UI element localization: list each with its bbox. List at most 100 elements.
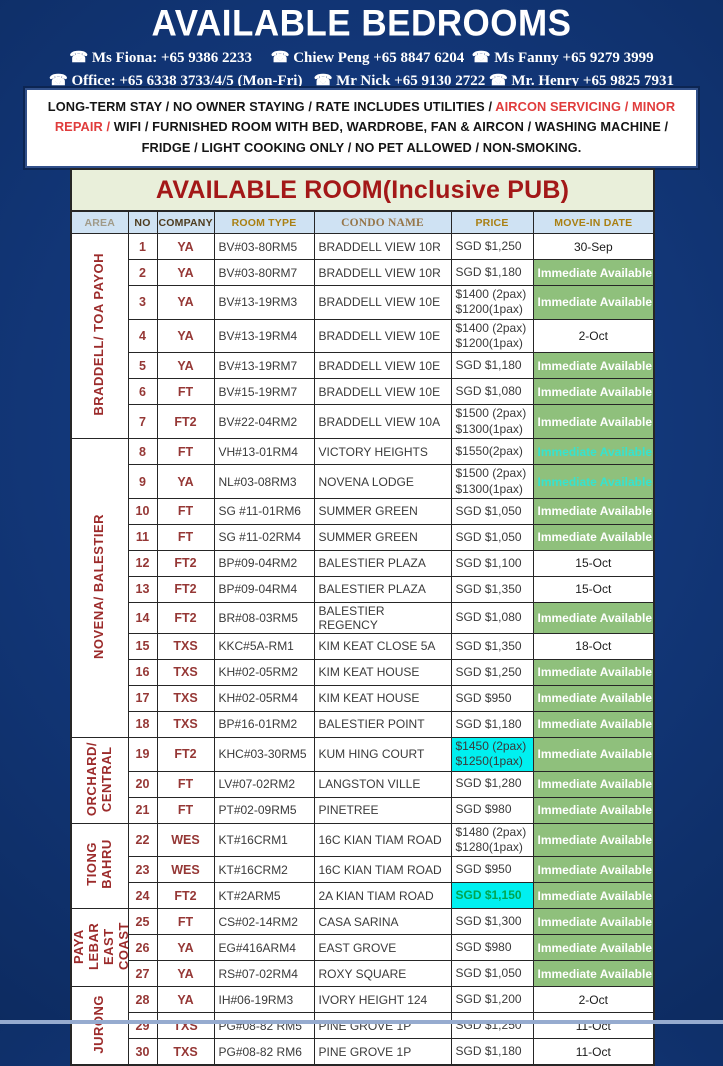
price-cell: SGD $1,250 [450, 233, 534, 260]
price-cell: $1400 (2pax) $1200(1pax) [450, 318, 534, 354]
price-cell: SGD $1,180 [450, 259, 534, 286]
move-in-date-cell: 11-Oct [532, 1038, 655, 1066]
condo-name-cell: SUMMER GREEN [313, 497, 452, 525]
area-label: NOVENA/ BALESTIER [91, 514, 107, 660]
price-cell: SGD $1,180 [450, 710, 534, 738]
price-line: SGD $980 [455, 940, 512, 955]
price-cell: $1450 (2pax) $1250(1pax) [450, 736, 534, 772]
move-in-date-cell: 2-Oct [532, 318, 655, 354]
price-line: $1550(2pax) [455, 443, 523, 458]
row-number-cell: 5 [127, 352, 158, 380]
table-row: 16 TXS KH#02-05RM2 KIM KEAT HOUSE SGD $1,250… [71, 658, 655, 686]
condo-name-cell: KIM KEAT HOUSE [313, 658, 452, 686]
room-type-cell: KT#2ARM5 [213, 882, 315, 910]
company-cell: YA [156, 352, 215, 380]
table-row: 3 YA BV#13-19RM3 BRADDELL VIEW 10E $1400 (2p… [71, 285, 655, 320]
price-cell: SGD $950 [450, 684, 534, 712]
price-line: SGD $1,050 [455, 966, 522, 981]
condo-name-cell: PINE GROVE 1P [313, 1012, 452, 1040]
column-header-room-type: ROOM TYPE [213, 210, 315, 234]
price-cell: SGD $1,350 [450, 632, 534, 660]
move-in-date-cell: Immediate Available [532, 658, 655, 686]
move-in-date-cell: Immediate Available [532, 736, 655, 772]
condo-name-cell: BALESTIER POINT [313, 710, 452, 738]
room-type-cell: BV#13-19RM4 [213, 318, 315, 354]
price-line: $1500 (2pax) [455, 406, 527, 421]
condo-name-cell: BRADDELL VIEW 10R [313, 259, 452, 286]
price-cell: $1500 (2pax) $1300(1pax) [450, 404, 534, 440]
company-cell: WES [156, 822, 215, 858]
table-row: 26 YA EG#416ARM4 EAST GROVE SGD $980 Immediat… [71, 934, 655, 962]
condo-name-cell: BRADDELL VIEW 10E [313, 318, 452, 354]
area-label-cell: JURONG [70, 986, 129, 1066]
area-label: ORCHARD/ CENTRAL [83, 741, 114, 816]
company-cell: YA [156, 986, 215, 1014]
room-type-cell: SG #11-02RM4 [213, 523, 315, 551]
company-cell: TXS [156, 1012, 215, 1040]
price-line: SGD $1,280 [455, 776, 522, 791]
room-type-cell: KT#16CRM2 [213, 856, 315, 884]
room-type-cell: BV#13-19RM7 [213, 352, 315, 380]
table-row: BRADDELL/ TOA PAYOH 1 YA BV#03-80RM5 BRADDEL… [70, 232, 655, 440]
available-rooms-table-wrap: AVAILABLE ROOM(Inclusive PUB) AREA NO CO… [69, 168, 656, 1066]
room-type-cell: PT#02-09RM5 [213, 796, 315, 824]
move-in-date-cell: Immediate Available [532, 497, 655, 525]
room-type-cell: VH#13-01RM4 [213, 438, 315, 466]
price-cell: $1550(2pax) [450, 438, 534, 466]
move-in-date-cell: Immediate Available [532, 601, 655, 634]
area-label-cell: NOVENA/ BALESTIER [70, 438, 129, 738]
condo-name-cell: KIM KEAT HOUSE [313, 684, 452, 712]
move-in-date-cell: Immediate Available [532, 710, 655, 738]
price-line: SGD $950 [455, 862, 512, 877]
row-number-cell: 19 [127, 736, 158, 772]
room-type-cell: KH#02-05RM4 [213, 684, 315, 712]
company-cell: FT2 [156, 404, 215, 440]
price-line: SGD $1,250 [455, 238, 522, 253]
move-in-date-cell: Immediate Available [532, 684, 655, 712]
move-in-date-cell: 18-Oct [532, 632, 655, 660]
price-line: SGD $1,080 [455, 610, 522, 625]
price-cell: SGD $980 [450, 934, 534, 962]
price-line: $1480 (2pax) [455, 824, 527, 839]
company-cell: YA [156, 960, 215, 988]
table-row: 10 FT SG #11-01RM6 SUMMER GREEN SGD $1,050 Im… [71, 497, 655, 525]
condo-name-cell: BRADDELL VIEW 10A [313, 404, 452, 440]
price-line: $1450 (2pax) [455, 738, 527, 753]
row-number-cell: 13 [127, 575, 158, 603]
condo-name-cell: BRADDELL VIEW 10E [313, 285, 452, 320]
contact-line-2: ☎ Office: +65 6338 3733/4/5 (Mon-Fri) ☎ … [49, 73, 674, 90]
company-cell: YA [156, 233, 215, 260]
row-number-cell: 22 [127, 822, 158, 858]
company-cell: WES [156, 856, 215, 884]
company-cell: TXS [156, 684, 215, 712]
company-cell: FT2 [156, 549, 215, 577]
price-line: $1200(1pax) [455, 336, 523, 351]
row-number-cell: 16 [127, 658, 158, 686]
company-cell: TXS [156, 1038, 215, 1066]
company-cell: FT2 [156, 575, 215, 603]
flyer-header: AVAILABLE BEDROOMS ☎ Ms Fiona: +65 9386 … [0, 3, 723, 94]
move-in-date-cell: Immediate Available [532, 770, 655, 798]
move-in-date-cell: 15-Oct [532, 549, 655, 577]
price-cell: $1480 (2pax) $1280(1pax) [450, 822, 534, 858]
move-in-date-cell: Immediate Available [532, 856, 655, 884]
company-cell: TXS [156, 710, 215, 738]
room-type-cell: BV#13-19RM3 [213, 285, 315, 320]
room-type-cell: KKC#5A-RM1 [213, 632, 315, 660]
room-type-cell: IH#06-19RM3 [213, 986, 315, 1014]
move-in-date-cell: Immediate Available [532, 960, 655, 988]
table-row: 11 FT SG #11-02RM4 SUMMER GREEN SGD $1,050 Im… [71, 523, 655, 551]
condo-name-cell: BALESTIER PLAZA [313, 549, 452, 577]
table-row: 15 TXS KKC#5A-RM1 KIM KEAT CLOSE 5A SGD $1,3… [71, 632, 655, 660]
condo-name-cell: 16C KIAN TIAM ROAD [313, 822, 452, 858]
company-cell: FT [156, 908, 215, 936]
condo-name-cell: KIM KEAT CLOSE 5A [313, 632, 452, 660]
company-cell: YA [156, 464, 215, 499]
condo-name-cell: BRADDELL VIEW 10E [313, 352, 452, 380]
price-cell: SGD $950 [450, 856, 534, 884]
row-number-cell: 7 [127, 404, 158, 440]
area-label: JURONG [91, 995, 107, 1054]
table-row: 13 FT2 BP#09-04RM4 BALESTIER PLAZA SGD $1,35… [71, 575, 655, 603]
price-cell: SGD $1,250 [450, 658, 534, 686]
table-row: 4 YA BV#13-19RM4 BRADDELL VIEW 10E $1400 (2p… [71, 318, 655, 354]
